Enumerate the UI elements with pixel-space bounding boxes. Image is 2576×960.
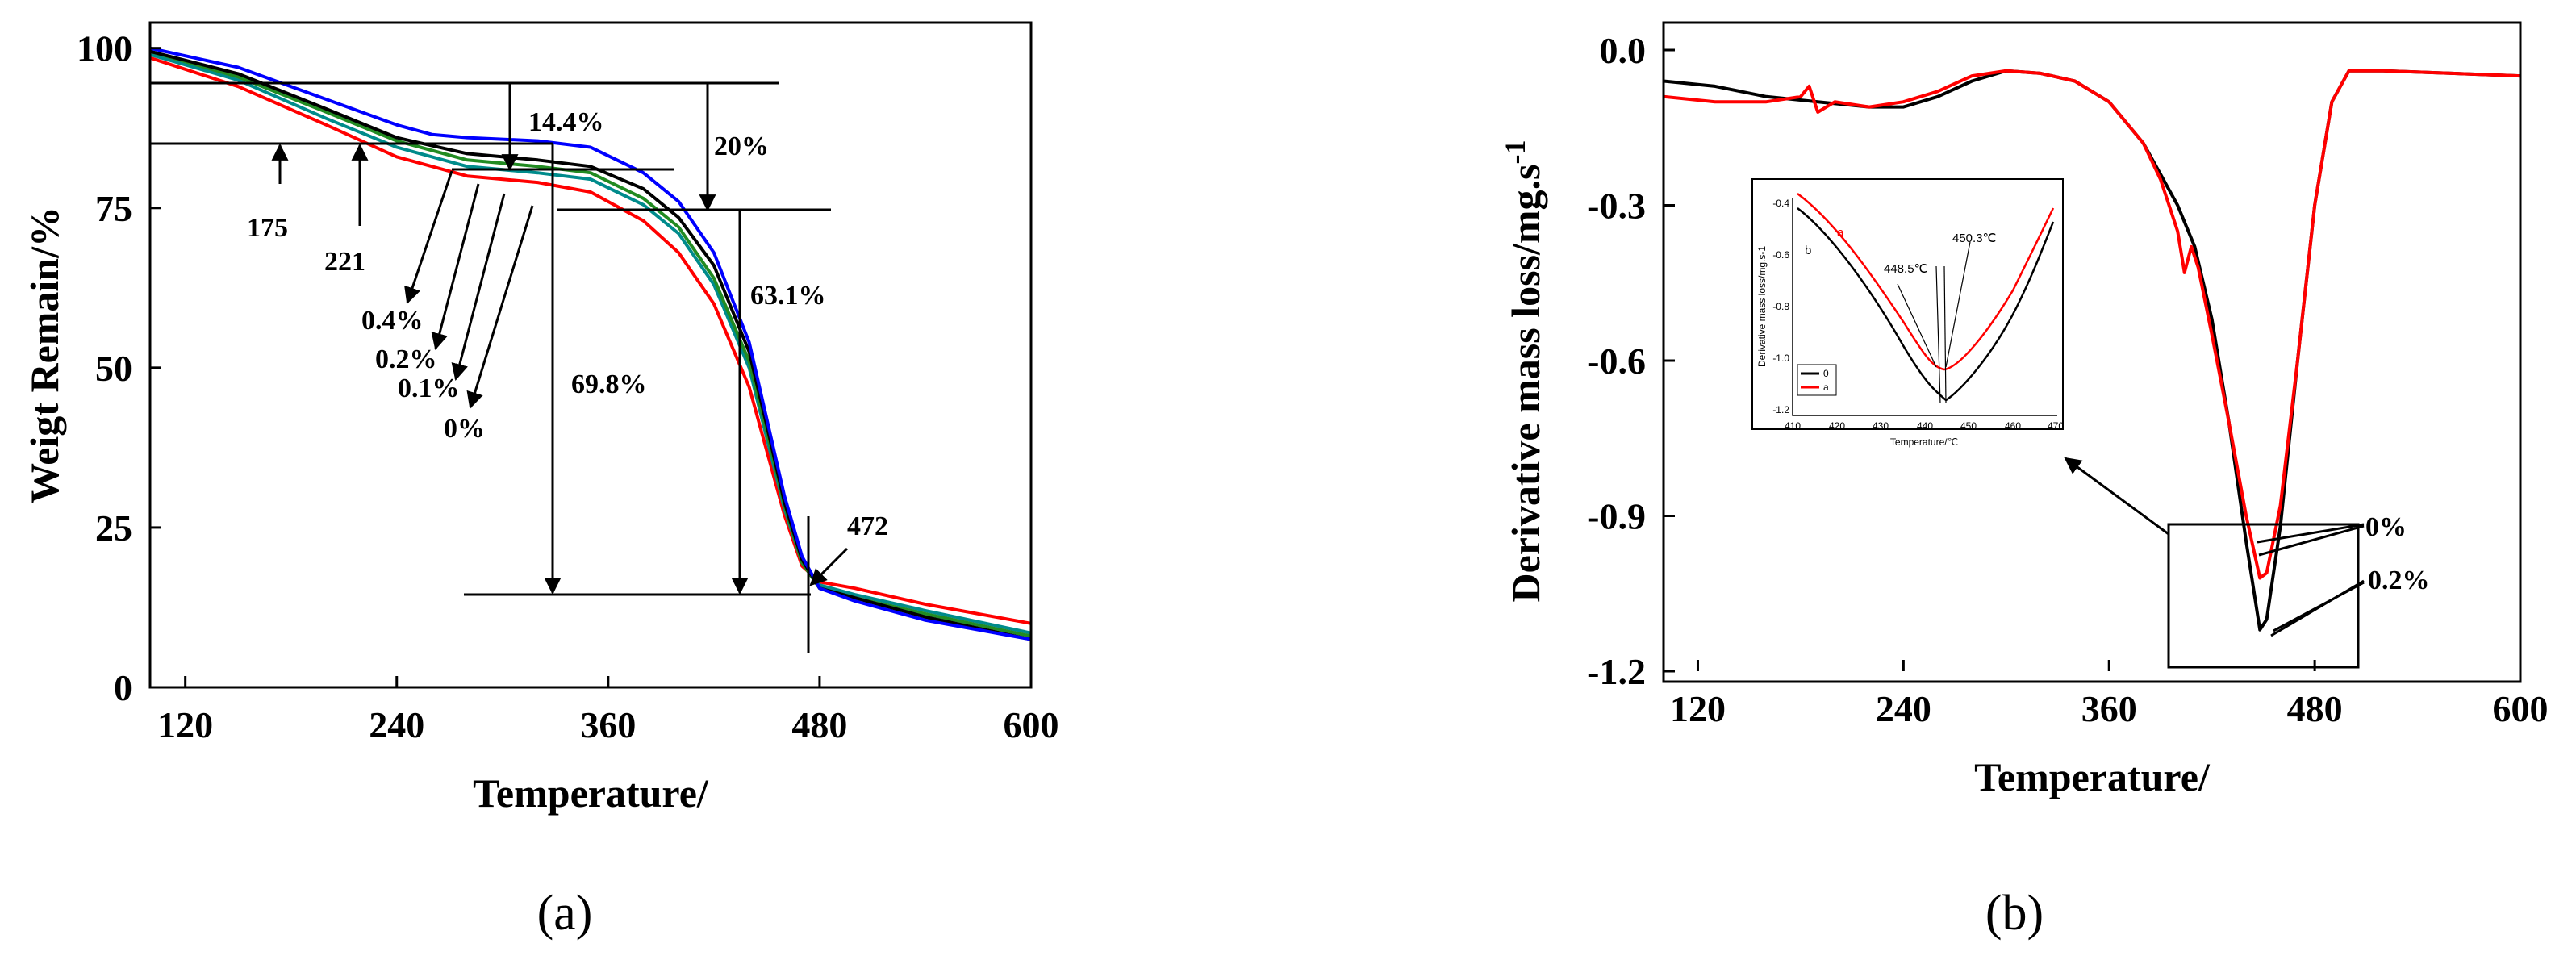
inset-marker-line-2 (1943, 265, 1947, 404)
annot-arrow-0.1pct (451, 193, 506, 382)
inset-marker-line-4 (1945, 241, 1971, 368)
panel-a-y-tick-label-1: 25 (95, 507, 132, 549)
inset-tick-x1: 420 (1829, 420, 1845, 432)
panel-b-y-axis-title-sup: -1 (1499, 140, 1531, 165)
inset-tick-x6: 470 (2048, 420, 2064, 432)
annot-221: 221 (324, 247, 365, 277)
panel-a-plot-frame (148, 21, 1033, 689)
annot-arrow-0pct-b2 (2258, 524, 2365, 557)
panel-b-ticks: 120 240 360 480 600 0.0 -0.3 -0.6 -0.9 -1.2 (1587, 30, 2548, 729)
panel-b-x-tick-label-0: 120 (1670, 688, 1726, 729)
inset: 448.5℃ 450.3℃ a b 410 420 430 440 450 46… (1751, 178, 2064, 448)
panel-b-y-axis-title: Derivative mass loss/mg.s-1 (1499, 140, 1548, 603)
inset-plot-frame (1792, 198, 2057, 416)
panel-a-series-line-3 (150, 49, 1031, 641)
inset-tick-x5: 460 (2005, 420, 2021, 432)
annot-0.2pct-b: 0.2% (2368, 566, 2430, 595)
panel-a-y-tick-label-4: 100 (77, 28, 132, 69)
annot-0.2pct: 0.2% (375, 344, 437, 374)
inset-tick-y0: -0.4 (1772, 198, 1789, 209)
inset-tick-y3: -1.0 (1772, 353, 1789, 364)
panel-a-series-line-1 (150, 52, 1031, 635)
panel-a-series-line-2 (150, 49, 1031, 638)
annot-arrow-0pct-b (2257, 523, 2365, 544)
annot-arrow-0.2pct (431, 183, 480, 351)
annot-175: 175 (247, 213, 288, 243)
panel-b-x-tick-label-4: 600 (2493, 688, 2549, 729)
panel-a-x-tick-label-4: 600 (1004, 704, 1059, 745)
zoom-box (2167, 523, 2360, 669)
panel-a-x-tick-label-3: 480 (791, 704, 847, 745)
inset-tick-y2: -0.8 (1772, 301, 1789, 312)
zoom-pointer (2064, 457, 2169, 536)
panel-b-y-tick-label-2: -0.6 (1587, 340, 1646, 382)
annot-0pct-b: 0% (2365, 512, 2407, 542)
inset-y-axis-title: Derivative mass loss/mg.s-1 (1756, 246, 1768, 367)
inset-tick-y1: -0.6 (1772, 249, 1789, 261)
panel-b-y-tick-label-0: 0.0 (1600, 30, 1647, 71)
annot-472: 472 (847, 511, 888, 541)
panel-a-x-tick-label-2: 360 (580, 704, 636, 745)
annot-0.4pct: 0.4% (361, 306, 424, 336)
panel-b-x-tick-label-1: 240 (1876, 688, 1931, 729)
panel-b-y-axis-title-main: Derivative mass loss/mg.s (1503, 165, 1548, 603)
annot-arrow-472 (809, 547, 849, 586)
panel-b-series-group (1664, 69, 2520, 632)
inset-label-b: b (1805, 244, 1811, 257)
panel-b-x-tick-label-3: 480 (2287, 688, 2343, 729)
inset-marker-line-1 (1935, 265, 1941, 404)
annot-698pct: 69.8% (571, 369, 647, 399)
annot-14pct: 14.4% (528, 107, 604, 137)
inset-tick-x3: 440 (1917, 420, 1933, 432)
panel-a-y-tick-label-3: 75 (95, 188, 132, 229)
annot-arrow-0pct (466, 205, 534, 410)
inset-tick-x4: 450 (1960, 420, 1977, 432)
panel-b-caption: (b) (1985, 886, 2044, 941)
panel-b-series-line-1 (1664, 69, 2520, 580)
panel-b-y-tick-label-1: -0.3 (1587, 186, 1646, 227)
panel-a-annotation-lines (150, 81, 849, 653)
annot-arrow-0.4pct (404, 170, 453, 304)
inset-peak-red: 448.5℃ (1884, 262, 1927, 276)
panel-a-ticks: 120 240 360 480 600 0 25 50 75 100 (77, 28, 1059, 745)
annot-0pct: 0% (444, 414, 485, 444)
panel-a-series-line-4 (150, 46, 1031, 641)
annot-arrow-0.2pct-b2 (2273, 581, 2365, 632)
panel-b-y-axis-title-group: Derivative mass loss/mg.s-1 (1499, 140, 1548, 603)
annot-20pct: 20% (714, 131, 769, 161)
inset-legend-box (1797, 364, 1837, 396)
inset-peak-black: 450.3℃ (1952, 232, 1996, 245)
panel-b-x-tick-label-2: 360 (2081, 688, 2137, 729)
inset-label-a: a (1837, 226, 1844, 240)
panel-b-y-tick-label-4: -1.2 (1587, 651, 1646, 692)
annot-631pct: 63.1% (750, 281, 826, 311)
inset-tick-y4: -1.2 (1772, 404, 1789, 415)
panel-b-y-tick-label-3: -0.9 (1587, 496, 1646, 537)
inset-legend-label-0: 0 (1823, 368, 1829, 379)
panel-b-annotation-lines (2064, 457, 2365, 669)
panel-a-y-tick-label-2: 50 (95, 348, 132, 389)
panel-b-plot-frame (1662, 21, 2522, 683)
inset-x-axis-title: Temperature/℃ (1890, 436, 1958, 448)
panel-a-y-axis-title: Weigt Remain/% (22, 207, 67, 503)
panel-b: 120 240 360 480 600 0.0 -0.3 -0.6 -0.9 -1.2 0% 0.… (1499, 21, 2549, 941)
inset-legend-label-1: a (1823, 382, 1829, 393)
panel-a-x-axis-title: Temperature/ (473, 770, 709, 816)
panel-b-x-axis-title: Temperature/ (1974, 754, 2211, 799)
annot-0.1pct: 0.1% (398, 374, 460, 403)
panel-a-x-tick-label-0: 120 (157, 704, 213, 745)
panel-a-y-tick-label-0: 0 (114, 667, 132, 708)
panel-a-caption: (a) (537, 886, 593, 941)
panel-a-x-tick-label-1: 240 (369, 704, 424, 745)
inset-curve-red (1797, 192, 2055, 371)
inset-tick-x0: 410 (1785, 420, 1801, 432)
inset-tick-x2: 430 (1873, 420, 1889, 432)
inset-marker-line-3 (1897, 283, 1937, 368)
